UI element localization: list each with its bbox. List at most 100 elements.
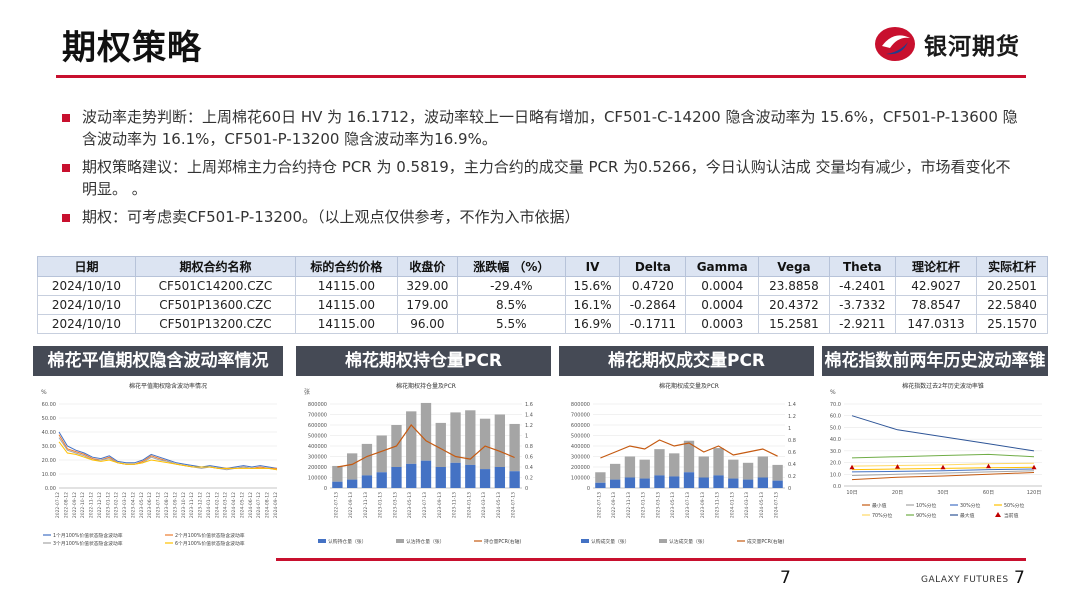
legend-label: 2个月100%价值状态隐含波动率 (175, 532, 245, 539)
y-tick-label: 400000 (571, 444, 590, 450)
x-tick-label: 2022-12-12 (97, 492, 103, 518)
table-cell: -29.4% (456, 276, 566, 296)
bar-call (654, 475, 665, 488)
table-cell: 2024/10/10 (37, 276, 136, 296)
chart-title: 棉花期权成交量及PCR (659, 382, 719, 390)
bar-put (406, 411, 417, 464)
x-tick-label: 2023-07-13 (685, 492, 691, 518)
x-tick-label: 2024-05-12 (239, 492, 245, 518)
table-cell: -0.2864 (619, 295, 687, 315)
bar-call (728, 478, 739, 488)
series-line (58, 434, 277, 469)
table-cell: 15.6% (564, 276, 621, 296)
x-tick-label: 2024-08-12 (265, 492, 271, 518)
series-line (58, 431, 278, 469)
x-tick-label: 2023-12-12 (198, 492, 204, 518)
table-cell: 14115.00 (294, 295, 398, 315)
x-tick-label: 2023-09-12 (172, 492, 178, 518)
bar-call (595, 482, 606, 488)
x-tick-label: 2023-01-13 (378, 492, 384, 518)
x-tick-label: 2022-08-12 (63, 492, 69, 518)
bar-put (728, 459, 739, 479)
legend-swatch (396, 539, 404, 543)
x-tick-label: 2024-02-12 (214, 492, 220, 518)
bullet-list: 波动率走势判断：上周棉花60日 HV 为 16.1712，波动率较上一日略有增加… (62, 106, 1022, 234)
legend-label: 10%分位 (916, 502, 936, 509)
bar-put (332, 465, 343, 482)
x-tick-label: 2022-11-13 (626, 492, 632, 518)
bar-call (420, 460, 432, 488)
header-divider (56, 75, 1026, 78)
x-tick-label: 2023-09-13 (700, 492, 706, 518)
legend-label: 认沽持仓量（张） (406, 538, 444, 545)
x-tick-label: 2023-02-12 (114, 492, 120, 518)
bar-call (669, 476, 680, 488)
x-tick-label: 2024-03-12 (223, 492, 229, 518)
x-tick-label: 2022-09-12 (72, 492, 78, 518)
x-tick-label: 2023-11-13 (715, 492, 721, 518)
x-tick-label: 2022-11-12 (89, 492, 95, 518)
x-tick-label: 2023-09-13 (437, 492, 443, 518)
bar-put (713, 448, 724, 476)
footer-divider (276, 558, 1026, 561)
col-header: 日期 (37, 256, 136, 277)
y-tick-label: 70.0 (830, 402, 841, 408)
footer-brand: GALAXY FUTURES (921, 575, 1009, 585)
x-tick-label: 2024-01-13 (729, 492, 735, 518)
table-cell: 0.0003 (685, 314, 760, 334)
galaxy-logo-icon (875, 27, 915, 61)
table-cell: 329.00 (396, 276, 458, 296)
bar-put (420, 402, 432, 461)
y2-tick-label: 0.6 (525, 455, 533, 461)
legend-label: 3个月100%价值状态隐含波动率 (53, 540, 123, 547)
bar-put (509, 423, 520, 472)
col-header: Delta (619, 256, 687, 277)
y-tick-label: 400000 (308, 444, 327, 450)
legend-label: 90%分位 (916, 512, 936, 519)
col-header: Vega (758, 256, 830, 277)
bar-call (435, 467, 446, 488)
legend-swatch (581, 539, 589, 543)
bullet-strategy: 期权策略建议：上周郑棉主力合约持仓 PCR 为 0.5819，主力合约的成交量 … (62, 156, 1022, 200)
bar-call (742, 479, 754, 488)
current-marker (849, 464, 855, 470)
x-tick-label: 120日 (1027, 490, 1042, 496)
col-header: 期权合约名称 (134, 256, 296, 277)
page-number-right: 7 (1014, 568, 1025, 588)
table-cell: 42.9027 (894, 276, 978, 296)
x-tick-label: 2024-07-13 (774, 492, 780, 518)
y2-tick-label: 1.2 (788, 414, 796, 420)
y2-tick-label: 0 (788, 486, 791, 492)
y-axis-unit: % (41, 389, 47, 396)
y-tick-label: 40.0 (830, 437, 841, 443)
series-line (58, 441, 278, 471)
bar-put (757, 456, 769, 478)
cone-line (851, 468, 1035, 473)
cone-line (851, 470, 1035, 476)
cone-line (851, 415, 1035, 452)
bar-call (683, 472, 695, 488)
table-cell: 96.00 (396, 314, 458, 334)
bar-put (639, 459, 650, 479)
bar-call (346, 479, 358, 488)
table-header-row: 日期 期权合约名称 标的合约价格 收盘价 涨跌幅 （%） IV Delta Ga… (37, 256, 1048, 277)
table-cell: 16.1% (564, 295, 621, 315)
panel-heading-vol-pcr: 棉花期权成交量PCR (559, 346, 814, 376)
legend-label: 持仓量PCR(右轴) (484, 538, 521, 545)
table-cell: 15.2581 (758, 314, 830, 334)
x-tick-label: 2024-07-12 (256, 492, 262, 518)
bar-call (479, 469, 491, 488)
table-cell: 25.1570 (976, 314, 1048, 334)
col-header: 涨跌幅 （%） (456, 256, 566, 277)
table-row: 2024/10/10 CF501C14200.CZC 14115.00 329.… (37, 276, 1048, 296)
y-tick-label: 600000 (571, 423, 590, 429)
table-cell: 2024/10/10 (37, 295, 136, 315)
page-number: 7 (780, 568, 791, 588)
y-tick-label: 0 (324, 486, 327, 492)
x-tick-label: 2023-11-12 (189, 492, 195, 518)
table-cell: 0.4720 (619, 276, 687, 296)
y2-tick-label: 0.2 (525, 476, 533, 482)
table-cell: 14115.00 (294, 314, 398, 334)
legend-label: 70%分位 (872, 512, 892, 519)
x-tick-label: 2022-07-13 (333, 492, 339, 518)
